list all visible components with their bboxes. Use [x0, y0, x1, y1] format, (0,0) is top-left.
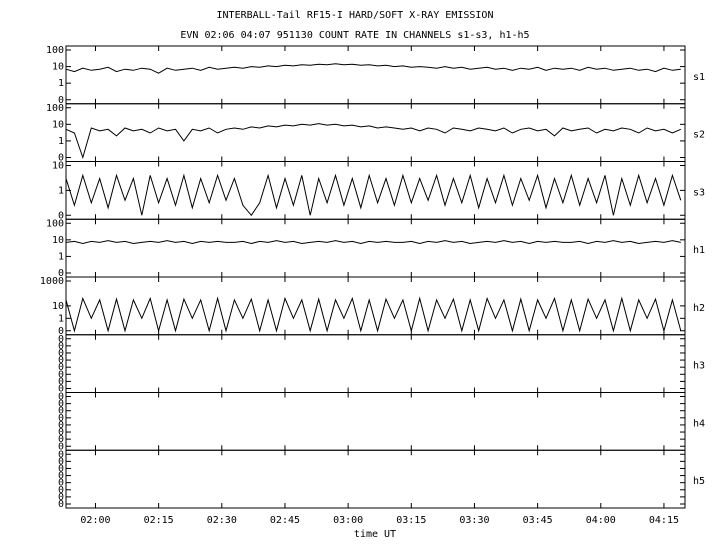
- x-tick-label: 03:45: [523, 515, 553, 526]
- y-tick-label: 0: [58, 413, 64, 424]
- data-line: [65, 63, 681, 74]
- x-tick-label: 02:00: [80, 515, 110, 526]
- panel-label: s3: [693, 187, 705, 198]
- y-tick-label: 1: [58, 251, 64, 262]
- y-tick-label: 0: [58, 334, 64, 345]
- y-tick-label: 0: [58, 441, 64, 452]
- y-tick-label: 0: [58, 427, 64, 438]
- data-line: [65, 123, 682, 160]
- x-tick-label: 02:15: [144, 515, 174, 526]
- y-tick-label: 0: [58, 384, 64, 395]
- x-tick-label: 04:15: [649, 515, 679, 526]
- x-tick-label: 02:30: [207, 515, 237, 526]
- panel-label: h2: [693, 303, 705, 314]
- x-tick-label: 03:15: [396, 515, 426, 526]
- panel-label: s2: [693, 130, 705, 141]
- y-tick-label: 1: [58, 313, 64, 324]
- y-tick-label: 0: [58, 210, 64, 221]
- panel-label: h4: [693, 418, 705, 429]
- y-tick-label: 1: [58, 185, 64, 196]
- y-tick-label: 0: [58, 449, 64, 460]
- panel-frame: [65, 449, 686, 509]
- panel-label: s1: [693, 72, 705, 83]
- y-tick-label: 0: [58, 406, 64, 417]
- x-tick-label: 03:30: [459, 515, 489, 526]
- y-tick-label: 0: [58, 456, 64, 467]
- y-tick-label: 0: [58, 362, 64, 373]
- chart-title: INTERBALL-Tail RF15-I HARD/SOFT X-RAY EM…: [217, 10, 494, 21]
- y-tick-label: 100: [46, 218, 64, 229]
- y-tick-label: 0: [58, 492, 64, 503]
- y-tick-label: 1000: [40, 276, 64, 287]
- y-tick-label: 0: [58, 268, 64, 279]
- x-tick-label: 02:45: [270, 515, 300, 526]
- y-tick-label: 0: [58, 478, 64, 489]
- y-tick-label: 0: [58, 376, 64, 387]
- y-tick-label: 10: [52, 301, 64, 312]
- y-tick-label: 10: [52, 235, 64, 246]
- chart-subtitle: EVN 02:06 04:07 951130 COUNT RATE IN CHA…: [180, 30, 529, 41]
- y-tick-label: 0: [58, 348, 64, 359]
- data-line: [65, 296, 682, 333]
- y-tick-label: 10: [52, 161, 64, 172]
- y-tick-label: 0: [58, 369, 64, 380]
- panel-label: h1: [693, 245, 705, 256]
- data-line: [65, 240, 681, 245]
- x-axis-label: time UT: [354, 529, 396, 540]
- y-tick-label: 0: [58, 434, 64, 445]
- y-tick-label: 0: [58, 499, 64, 510]
- y-tick-label: 0: [58, 392, 64, 403]
- y-tick-label: 0: [58, 95, 64, 106]
- y-tick-label: 100: [46, 103, 64, 114]
- y-tick-label: 0: [58, 341, 64, 352]
- y-tick-label: 0: [58, 355, 64, 366]
- y-tick-label: 10: [52, 62, 64, 73]
- y-tick-label: 0: [58, 420, 64, 431]
- y-tick-label: 0: [58, 153, 64, 164]
- y-tick-label: 10: [52, 119, 64, 130]
- y-tick-label: 1: [58, 136, 64, 147]
- y-tick-label: 1: [58, 78, 64, 89]
- panel-label: h5: [693, 476, 705, 487]
- x-tick-label: 03:00: [333, 515, 363, 526]
- y-tick-label: 0: [58, 471, 64, 482]
- y-tick-label: 100: [46, 45, 64, 56]
- y-tick-label: 0: [58, 463, 64, 474]
- y-tick-label: 0: [58, 485, 64, 496]
- panel-label: h3: [693, 361, 705, 372]
- y-tick-label: 0: [58, 399, 64, 410]
- y-tick-label: 0: [58, 326, 64, 337]
- x-tick-label: 04:00: [586, 515, 616, 526]
- data-line: [65, 173, 682, 217]
